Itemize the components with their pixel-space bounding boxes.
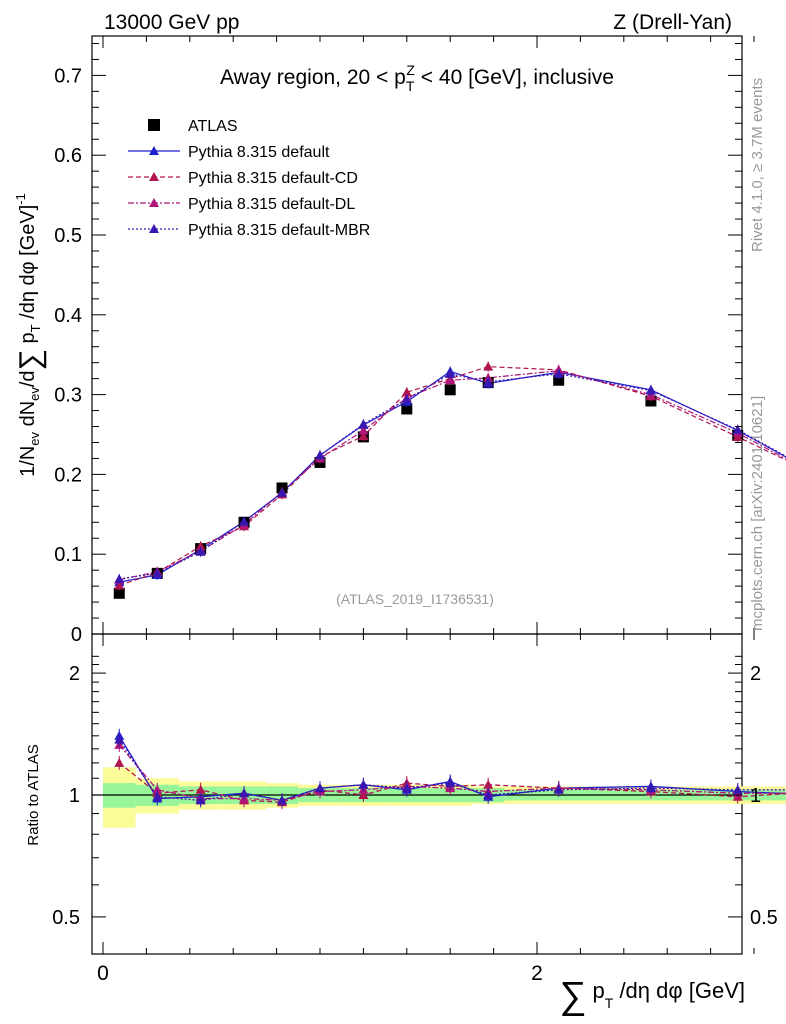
ratio-point-mbr	[483, 790, 494, 799]
legend-marker-default	[149, 146, 159, 155]
x-tick-label: 2	[531, 962, 543, 985]
legend-marker-atlas	[148, 119, 160, 131]
legend-label-dl: Pythia 8.315 default-DL	[188, 196, 355, 213]
main-point-mbr	[239, 516, 250, 526]
ratio-point-mbr	[239, 788, 250, 798]
analysis-watermark: (ATLAS_2019_I1736531)	[336, 591, 494, 607]
main-line-cd	[119, 366, 786, 586]
ratio-point-cd	[195, 784, 206, 794]
main-point-mbr	[152, 568, 163, 578]
data-point-atlas	[444, 384, 456, 396]
main-line-dl	[119, 370, 786, 581]
main-point-mbr	[114, 573, 125, 583]
svg-text:1/Nev dNev/d∑ pT /dη dφ [GeV]: 1/Nev dNev/d∑ pT /dη dφ [GeV]-1	[13, 193, 47, 477]
main-title: Away region, 20 < pTZ < 40 [GeV], inclus…	[220, 62, 614, 94]
ratio-point-cd	[114, 757, 125, 767]
legend-marker-dl	[149, 198, 159, 207]
mcplots-label: mcplots.cern.ch [arXiv:2401.10621]	[749, 396, 766, 631]
main-point-mbr	[315, 450, 325, 460]
rivet-label: Rivet 4.1.0, ≥ 3.7M events	[749, 78, 766, 252]
main-point-cd	[358, 431, 369, 441]
y-tick-label-main: 0.5	[54, 225, 82, 247]
main-point-mbr	[445, 368, 456, 378]
x-axis-label: ∑ pT /dη dφ [GeV]	[559, 975, 745, 1017]
y-tick-label-main: 0	[71, 624, 82, 646]
y-tick-label-main: 0.3	[54, 385, 82, 407]
ratio-point-mbr	[277, 795, 288, 805]
main-point-dl	[445, 375, 456, 385]
axis-ticks	[92, 36, 755, 954]
ratio-point-mbr	[732, 784, 743, 794]
ratio-point-mbr	[401, 783, 412, 793]
main-line-default	[119, 370, 786, 583]
main-point-cd	[114, 580, 125, 590]
main-point-mbr	[195, 546, 206, 556]
main-point-cd	[401, 387, 412, 397]
main-point-mbr	[483, 376, 494, 386]
y-tick-label-ratio-right: 2	[750, 663, 761, 685]
legend-marker-cd	[149, 172, 159, 181]
data-point-atlas	[113, 587, 125, 599]
legend-label-default: Pythia 8.315 default	[188, 144, 330, 161]
y-tick-label-main: 0.6	[54, 145, 82, 167]
y-tick-label-main: 0.2	[54, 464, 82, 486]
title-sub: T	[406, 78, 415, 94]
legend-label-mbr: Pythia 8.315 default-MBR	[188, 222, 370, 239]
main-point-mbr	[645, 385, 656, 395]
ratio-point-mbr	[445, 778, 456, 788]
ratio-series-group	[114, 728, 786, 810]
ratio-point-cd	[483, 779, 494, 789]
x-tick-label: 0	[97, 962, 109, 985]
main-point-mbr	[358, 419, 369, 429]
main-point-dl	[358, 425, 369, 435]
ratio-point-mbr	[114, 734, 125, 744]
y-axis-label-ratio: Ratio to ATLAS	[25, 744, 42, 845]
ratio-point-dl	[152, 784, 163, 794]
data-point-atlas	[553, 374, 565, 386]
ratio-point-mbr	[553, 784, 564, 794]
title-pre: Away region, 20 < p	[220, 66, 406, 89]
y-tick-label-main: 0.7	[54, 65, 82, 87]
ratio-uncertainty-bands	[103, 767, 786, 828]
main-point-cd	[195, 541, 206, 551]
y-tick-label-ratio: 2	[69, 663, 80, 685]
main-point-mbr	[732, 424, 743, 434]
header-right: Z (Drell-Yan)	[613, 11, 732, 34]
header-left: 13000 GeV pp	[104, 11, 239, 34]
legend-label-cd: Pythia 8.315 default-CD	[188, 170, 358, 187]
main-point-mbr	[277, 487, 288, 497]
ratio-point-mbr	[358, 779, 369, 789]
data-point-atlas	[401, 403, 413, 415]
y-axis-label-main: 1/Nev dNev/d∑ pT /dη dφ [GeV]-1	[13, 193, 47, 477]
y-tick-label-ratio: 0.5	[52, 907, 80, 929]
legend-label-data: ATLAS	[188, 118, 238, 135]
ratio-point-mbr	[315, 783, 325, 793]
y-tick-label-ratio-right: 0.5	[750, 907, 778, 929]
ratio-point-mbr	[152, 791, 163, 801]
y-tick-label-main: 0.1	[54, 544, 82, 566]
ratio-point-mbr	[645, 783, 656, 793]
main-point-mbr	[401, 394, 412, 404]
y-tick-label-main: 0.4	[54, 305, 82, 327]
y-tick-label-ratio-right: 1	[750, 785, 761, 807]
main-point-mbr	[553, 368, 564, 378]
title-sup: Z	[406, 62, 415, 78]
ratio-point-mbr	[195, 795, 206, 805]
legend-marker-mbr	[149, 224, 159, 233]
main-point-cd	[483, 361, 494, 371]
y-tick-label-ratio: 1	[69, 785, 80, 807]
main-series-group	[113, 361, 786, 599]
legend: ATLAS Pythia 8.315 default Pythia 8.315 de…	[128, 118, 370, 239]
title-post: < 40 [GeV], inclusive	[415, 66, 614, 89]
